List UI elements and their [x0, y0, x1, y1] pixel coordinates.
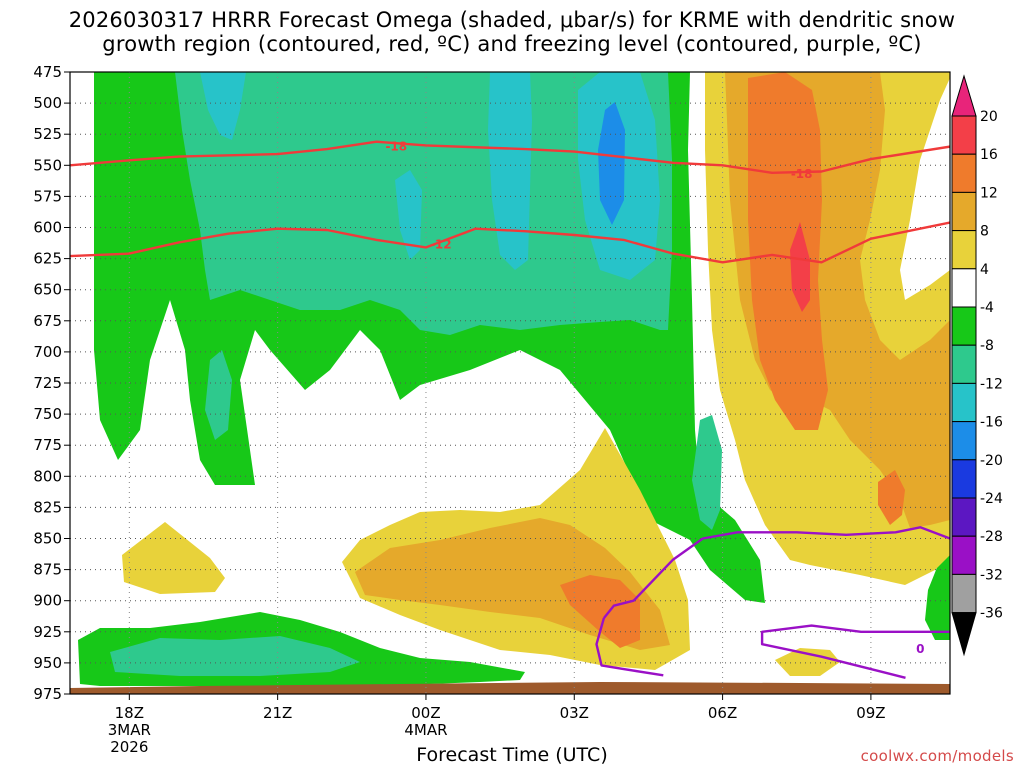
x-tick-date-00Z: 4MAR [404, 721, 447, 739]
x-tick-label-09Z: 09Z [856, 704, 885, 722]
y-tick-label-975: 975 [33, 685, 62, 703]
x-tick-label-21Z: 21Z [263, 704, 292, 722]
y-tick-label-725: 725 [33, 374, 62, 392]
contour-label-2: -12 [430, 238, 452, 252]
contour--12c-isotherm [70, 221, 950, 264]
x-tick-label-18Z: 18Z [115, 704, 144, 722]
omega-region-teal-lower [110, 636, 360, 676]
colorbar-label-4: 4 [980, 262, 989, 278]
omega-region-teal-sliver [205, 350, 232, 440]
y-tick-label-600: 600 [33, 219, 62, 237]
colorbar-bin-2 [951, 153, 977, 193]
y-tick-label-775: 775 [33, 436, 62, 454]
contour--18c-isotherm [70, 140, 950, 174]
x-tick-date-18Z: 3MAR [108, 721, 151, 739]
y-tick-label-525: 525 [33, 125, 62, 143]
colorbar-label-3: 8 [980, 224, 989, 240]
contour-0c-freezing-level-lower [595, 617, 664, 677]
contour-label-3: 0 [916, 642, 924, 656]
contour-label-0: -18 [385, 139, 407, 153]
colorbar-bin-9 [951, 421, 977, 461]
omega-region-cyan-1 [200, 72, 246, 140]
omega-region-teal-main [175, 72, 672, 335]
colorbar-label-10: -24 [980, 491, 1003, 507]
colorbar-bin-13 [951, 573, 977, 614]
omega-region-yellow-small [775, 648, 840, 676]
colorbar-label-11: -28 [980, 529, 1003, 545]
colorbar-bin-8 [951, 382, 977, 423]
omega-region-orange-center [560, 575, 640, 648]
y-tick-label-475: 475 [33, 63, 62, 81]
omega-region-cyan-2 [488, 72, 532, 270]
colorbar-bin-3 [951, 191, 977, 232]
y-tick-label-550: 550 [33, 156, 62, 174]
x-tick-label-00Z: 00Z [411, 704, 440, 722]
colorbar-label-6: -8 [980, 338, 994, 354]
y-tick-label-875: 875 [33, 561, 62, 579]
y-tick-label-750: 750 [33, 405, 62, 423]
y-tick-label-825: 825 [33, 498, 62, 516]
x-tick-label-06Z: 06Z [708, 704, 737, 722]
colorbar-bin-7 [951, 344, 977, 384]
colorbar-top-arrow [951, 74, 977, 117]
x-tick-year-18Z: 2026 [110, 738, 148, 756]
colorbar-bin-6 [951, 306, 977, 346]
y-tick-label-850: 850 [33, 530, 62, 548]
colorbar-label-5: -4 [980, 300, 994, 316]
omega-region-orange-right [748, 72, 828, 430]
y-tick-label-900: 900 [33, 592, 62, 610]
chart-title-line-1: 2026030317 HRRR Forecast Omega (shaded, … [68, 8, 956, 32]
contour-0c-freezing-level-surface-branch [760, 624, 950, 679]
colorbar-bin-5 [951, 268, 977, 308]
y-tick-label-625: 625 [33, 250, 62, 268]
chart-title-line-2: growth region (contoured, red, ºC) and f… [102, 32, 922, 56]
colorbar-label-9: -20 [980, 453, 1003, 469]
site-credit: coolwx.com/models [860, 747, 1014, 765]
colorbar-label-1: 16 [980, 147, 998, 163]
omega-region-yellow-left [122, 522, 225, 594]
contour-label-1: -18 [791, 167, 813, 181]
x-axis-label: Forecast Time (UTC) [416, 744, 608, 766]
y-axis: 475 500 525 550 575 600 625 650 675 700 725 750 775 8… [33, 63, 70, 703]
y-tick-label-700: 700 [33, 343, 62, 361]
colorbar-bottom-arrow [951, 612, 977, 657]
y-tick-label-675: 675 [33, 312, 62, 330]
colorbar-label-0: 20 [980, 109, 998, 125]
colorbar-label-8: -16 [980, 415, 1003, 431]
surface-terrain-band [70, 682, 950, 694]
contour-0c-freezing-level-upper [602, 526, 950, 619]
x-tick-label-03Z: 03Z [560, 704, 589, 722]
colorbar: 20 16 12 8 4 -4 -8 -12 -16 -20 -24 -28 -32 -36 [951, 74, 1003, 657]
y-tick-label-950: 950 [33, 654, 62, 672]
y-tick-label-800: 800 [33, 467, 62, 485]
colorbar-bin-10 [951, 459, 977, 499]
y-tick-label-925: 925 [33, 623, 62, 641]
omega-region-green-right [925, 540, 950, 640]
colorbar-label-12: -32 [980, 567, 1003, 583]
omega-region-orange-small [878, 470, 905, 525]
y-tick-label-500: 500 [33, 94, 62, 112]
colorbar-label-2: 12 [980, 185, 998, 201]
omega-region-teal-mid [692, 415, 722, 530]
colorbar-bin-11 [951, 497, 977, 537]
colorbar-bin-1 [951, 115, 977, 155]
colorbar-bin-12 [951, 535, 977, 575]
omega-region-blue [598, 102, 625, 225]
colorbar-label-13: -36 [980, 606, 1003, 622]
y-tick-label-575: 575 [33, 187, 62, 205]
omega-field-layer [70, 72, 950, 694]
colorbar-label-7: -12 [980, 376, 1003, 392]
omega-region-cyan-3 [395, 170, 422, 260]
colorbar-bin-4 [951, 230, 977, 270]
y-tick-label-650: 650 [33, 281, 62, 299]
isotherm-contours: -18 -18 -12 0 [70, 139, 950, 679]
